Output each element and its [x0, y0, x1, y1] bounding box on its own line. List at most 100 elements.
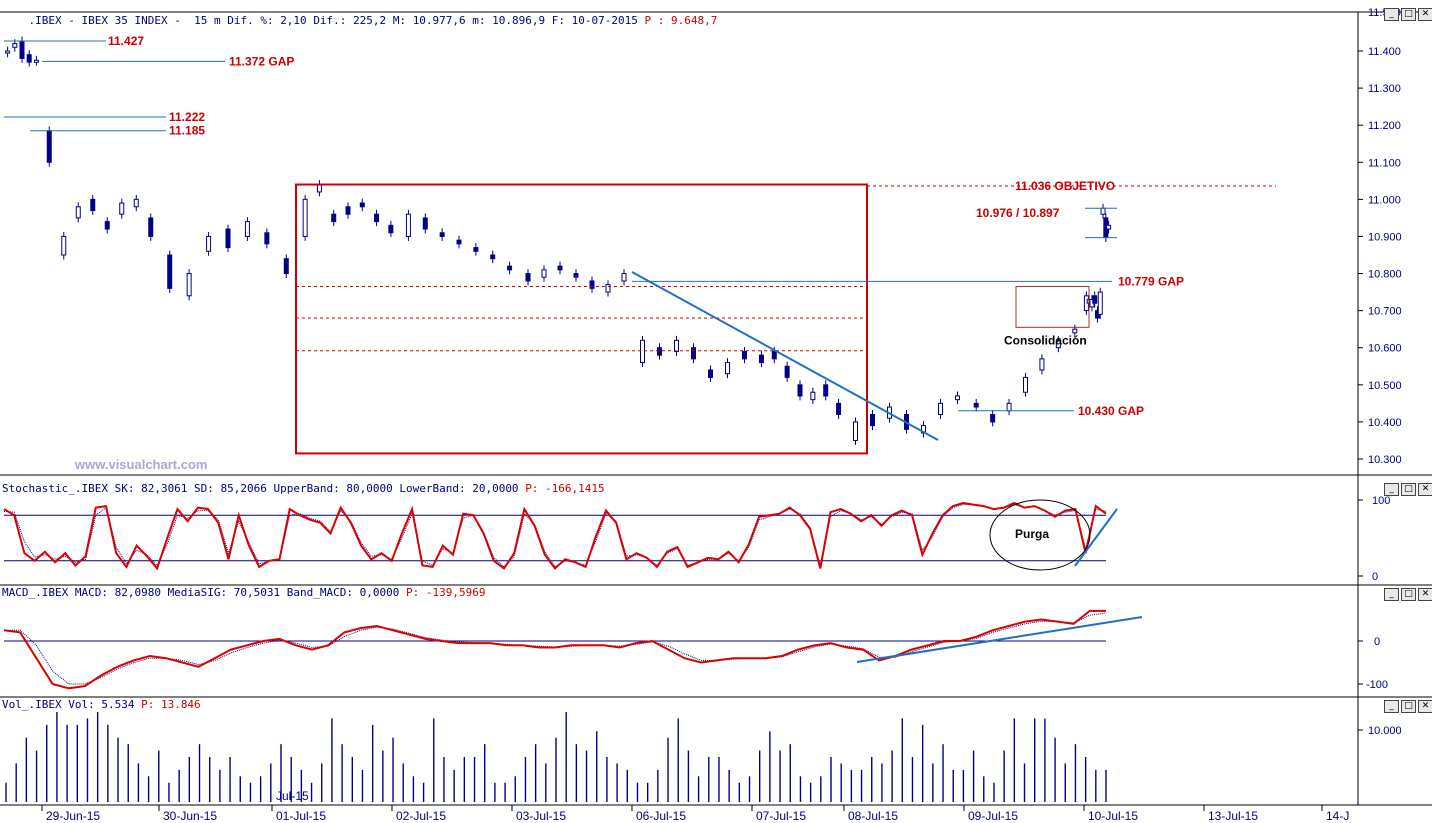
candle-body — [5, 50, 11, 54]
candle-body — [1039, 358, 1045, 371]
minimize-button[interactable]: _ — [1384, 588, 1399, 601]
level-label-10779: 10.779 GAP — [1118, 274, 1184, 288]
candle-body — [557, 265, 563, 271]
candle-body — [331, 213, 337, 223]
price-y-tick-label: 11.300 — [1368, 83, 1401, 95]
price-y-tick-label: 10.900 — [1368, 231, 1402, 243]
minimize-button[interactable]: _ — [1384, 8, 1399, 21]
maximize-button[interactable]: □ — [1401, 700, 1416, 713]
candle-body — [1055, 339, 1061, 349]
candle-body — [75, 206, 81, 219]
volume-y-tick-label: 10.000 — [1368, 725, 1402, 737]
macd-p: P: -139,5969 — [405, 586, 486, 599]
candle-body — [388, 224, 394, 234]
price-y-tick-label: 11.100 — [1368, 157, 1401, 169]
stochastic-trendline — [1074, 508, 1118, 567]
volume-title: Vol_.IBEX Vol: 5.534 — [2, 698, 135, 711]
volume-panel-header: Vol_.IBEX Vol: 5.534 P: 13.846 — [2, 698, 201, 711]
candle-body — [573, 273, 579, 278]
session-07-Jul-15 — [758, 346, 842, 419]
max-value: 10.977,6 — [412, 14, 466, 27]
price-panel-header: .IBEX - IBEX 35 INDEX - 15 m Dif. %: 2,1… — [2, 1, 718, 40]
x-axis-label: 07-Jul-15 — [756, 809, 806, 823]
x-axis-label: 01-Jul-15 — [276, 809, 326, 823]
candle-body — [870, 413, 875, 427]
minimize-button[interactable]: _ — [1384, 483, 1399, 496]
candle-body — [525, 273, 531, 282]
x-axis-month-label: Jul-15 — [276, 789, 309, 803]
price-panel-window-controls: _ □ ✕ — [1384, 8, 1432, 21]
x-axis-label: 03-Jul-15 — [516, 809, 566, 823]
session-01-Jul-15 — [302, 180, 394, 241]
purga-ellipse — [989, 499, 1091, 571]
candle-body — [26, 54, 32, 63]
price-y-tick-label: 10.800 — [1368, 269, 1402, 281]
x-axis-label: 06-Jul-15 — [636, 809, 686, 823]
macd-panel-header: MACD_.IBEX MACD: 82,0980 MediaSIG: 70,50… — [2, 586, 485, 599]
session-10-Jul-15 — [1083, 203, 1112, 323]
close-button[interactable]: ✕ — [1418, 588, 1432, 601]
candle-body — [456, 239, 462, 245]
candle-body — [19, 40, 25, 59]
candle-body — [119, 202, 125, 215]
candle-body — [264, 232, 270, 245]
candle-body — [725, 362, 730, 375]
close-button[interactable]: ✕ — [1418, 700, 1432, 713]
close-button[interactable]: ✕ — [1418, 483, 1432, 496]
level-label-10430: 10.430 GAP — [1078, 404, 1144, 418]
candle-body — [1072, 328, 1078, 334]
stochastic-title: Stochastic_.IBEX SK: 82,3061 SD: 85,2066… — [2, 482, 519, 495]
stochastic-panel-window-controls: _ □ ✕ — [1384, 483, 1432, 496]
x-axis-label: 29-Jun-15 — [46, 809, 100, 823]
candle-body — [422, 217, 428, 230]
candle-body — [167, 254, 173, 289]
interval-label: 15 m — [194, 14, 221, 27]
candle-body — [990, 413, 996, 423]
x-axis-label: 02-Jul-15 — [396, 809, 446, 823]
candle-body — [283, 258, 289, 275]
min-label: m: — [472, 14, 486, 27]
candle-body — [148, 217, 154, 237]
candle-body — [1023, 376, 1028, 393]
macd-line — [3, 609, 1106, 690]
maximize-button[interactable]: □ — [1401, 588, 1416, 601]
candle-body — [33, 59, 39, 63]
price-y-tick-label: 11.000 — [1368, 194, 1401, 206]
max-label: M: — [392, 14, 407, 27]
candle-body — [507, 265, 513, 271]
purga-label: Purga — [1015, 527, 1049, 541]
price-y-tick-label: 10.500 — [1368, 380, 1402, 392]
session-08-Jul-15 — [853, 391, 960, 445]
level-label-11222: 11.222 — [169, 110, 205, 124]
level-label-11427: 11.427 — [108, 34, 144, 48]
candle-body — [473, 247, 479, 252]
downtrend-line — [631, 271, 939, 441]
price-y-tick-label: 10.300 — [1368, 454, 1402, 466]
price-y-tick-label: 10.400 — [1368, 417, 1402, 429]
symbol-label: .IBEX - IBEX 35 INDEX - — [28, 14, 181, 27]
consolidation-box — [1015, 286, 1090, 328]
dif-pct-value: 2,10 — [280, 14, 307, 27]
session-29-Jun-15 — [46, 126, 154, 260]
x-axis-label: 09-Jul-15 — [968, 809, 1018, 823]
minimize-button[interactable]: _ — [1384, 700, 1399, 713]
maximize-button[interactable]: □ — [1401, 8, 1416, 21]
x-axis-label: 08-Jul-15 — [848, 809, 898, 823]
candle-body — [674, 339, 679, 352]
level-label-11372: 11.372 GAP — [229, 54, 294, 68]
close-button[interactable]: ✕ — [1418, 8, 1432, 21]
stochastic-panel-header: Stochastic_.IBEX SK: 82,3061 SD: 85,2066… — [2, 482, 605, 495]
candle-body — [90, 198, 96, 211]
price-y-tick-label: 10.700 — [1368, 306, 1402, 318]
p-label: P : — [644, 14, 665, 27]
candle-body — [1106, 224, 1112, 230]
candle-body — [1092, 295, 1098, 304]
macd-y-tick-label: 0 — [1374, 636, 1380, 648]
maximize-button[interactable]: □ — [1401, 483, 1416, 496]
candle-body — [1100, 207, 1106, 215]
candle-body — [938, 402, 943, 415]
consolidation-label: Consolidación — [1004, 333, 1087, 347]
x-axis-label: 30-Jun-15 — [163, 809, 217, 823]
stochastic-sk-line — [3, 501, 1107, 571]
candle-body — [797, 384, 803, 397]
